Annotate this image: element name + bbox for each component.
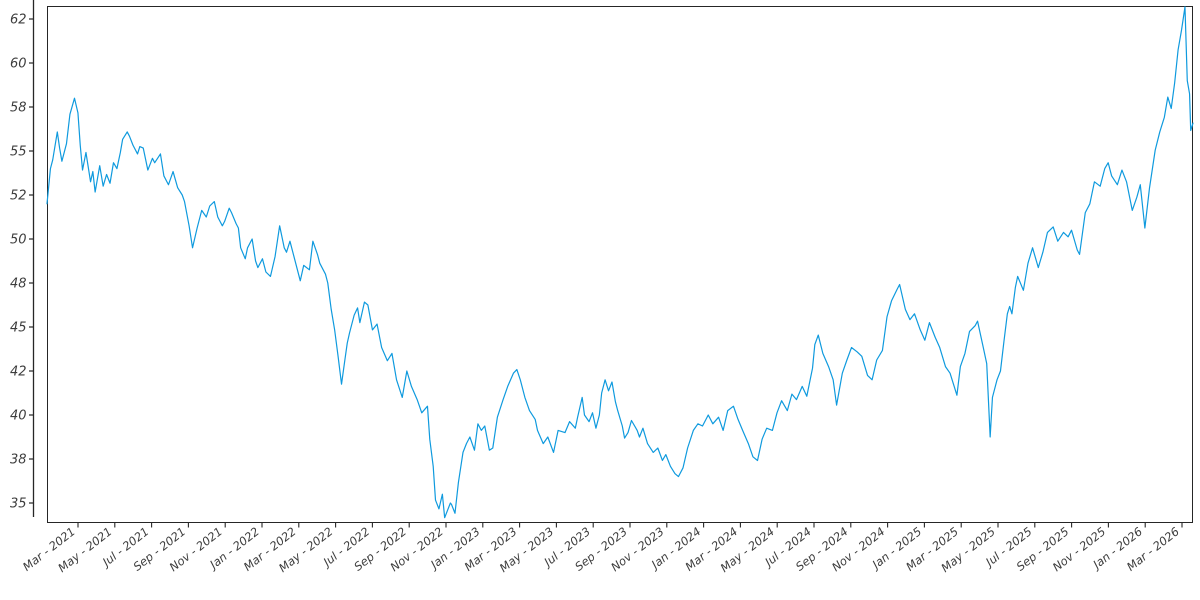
y-tick-label: 52 — [10, 189, 27, 204]
y-tick-label: 60 — [10, 57, 27, 72]
y-tick-label: 45 — [10, 321, 27, 336]
y-tick-label: 55 — [10, 145, 27, 160]
y-tick-label: 35 — [10, 497, 27, 512]
price-line-series — [46, 6, 1194, 519]
y-tick-label: 48 — [10, 277, 27, 292]
y-tick-label: 42 — [10, 365, 27, 380]
y-tick-label: 40 — [10, 409, 27, 424]
plot-box — [47, 6, 1193, 523]
y-tick-label: 38 — [10, 453, 27, 468]
y-tick-label: 58 — [10, 101, 27, 116]
plot-border — [47, 6, 1193, 523]
y-tick-label: 62 — [10, 13, 27, 28]
series-line-price — [46, 6, 1194, 519]
y-axis: 62 60 58 55 52 50 48 45 42 40 38 35 — [10, 0, 35, 517]
y-tick-label: 50 — [10, 233, 27, 248]
